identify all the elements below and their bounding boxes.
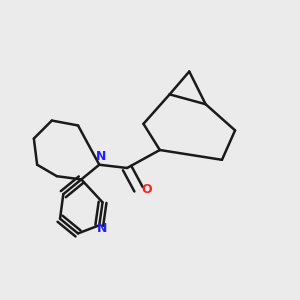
- Text: N: N: [98, 222, 108, 235]
- Text: N: N: [96, 150, 106, 163]
- Text: O: O: [141, 183, 152, 196]
